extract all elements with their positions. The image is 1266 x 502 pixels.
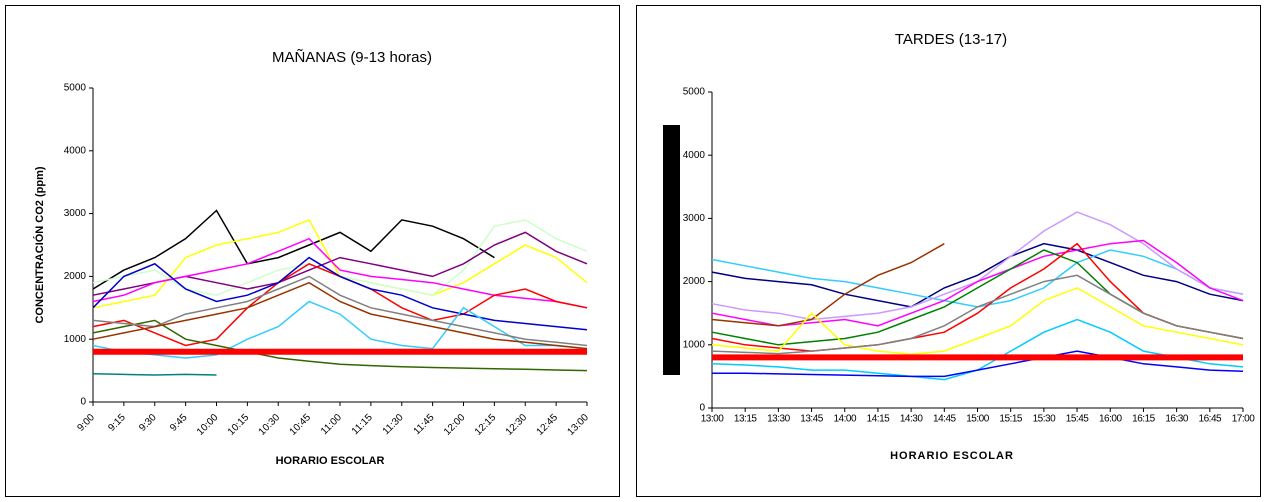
y-tick-label: 0 [699,403,705,414]
series-line [711,243,945,327]
y-tick-label: 3000 [683,213,706,224]
x-tick-label: 14:00 [833,414,856,425]
panel-right [636,5,1261,497]
y-tick-label: 5000 [64,83,87,94]
x-axis-title: HORARIO ESCOLAR [890,450,1014,462]
chart-title: TARDES (13-17) [895,31,1007,48]
series-line [92,209,495,290]
series-line [711,287,1244,356]
x-axis-title: HORARIO ESCOLAR [276,455,385,467]
x-tick-label: 13:15 [734,414,757,425]
x-tick-label: 14:15 [867,414,890,425]
x-tick-label: 17:00 [1232,414,1255,425]
y-tick-label: 1000 [64,334,87,345]
panel-left [5,5,620,497]
x-tick-label: 13:30 [767,414,790,425]
series-line [92,319,588,372]
y-tick-label: 4000 [683,150,706,161]
redaction-box [663,125,680,375]
x-tick-label: 13:45 [800,414,823,425]
series-line [92,300,588,359]
x-tick-label: 16:15 [1132,414,1155,425]
x-tick-label: 16:00 [1099,414,1122,425]
series-line [711,239,1244,327]
series-line [712,350,1244,378]
y-axis-title: CONCENTRACIÓN CO2 (ppm) [33,166,46,323]
y-tick-label: 2000 [683,276,706,287]
x-tick-label: 16:30 [1165,414,1188,425]
series-line [711,274,1244,355]
y-tick-label: 1000 [683,339,706,350]
x-tick-label: 15:30 [1033,414,1056,425]
x-tick-label: 13:00 [701,414,724,425]
series-line [92,275,588,347]
series-line [711,242,1244,308]
x-tick-label: 15:15 [999,414,1022,425]
y-tick-label: 3000 [64,208,87,219]
series-line [92,281,588,350]
y-tick-label: 5000 [683,87,706,98]
x-tick-label: 15:45 [1066,414,1089,425]
chart-title: MAÑANAS (9-13 horas) [272,49,432,66]
x-tick-label: 14:45 [933,414,956,425]
series-line [92,372,217,376]
series-line [92,256,588,331]
y-tick-label: 4000 [64,145,87,156]
y-tick-label: 2000 [64,271,87,282]
x-tick-label: 14:30 [900,414,923,425]
series-line [92,237,588,309]
x-tick-label: 15:00 [966,414,989,425]
x-tick-label: 16:45 [1199,414,1222,425]
y-tick-label: 0 [80,397,86,408]
